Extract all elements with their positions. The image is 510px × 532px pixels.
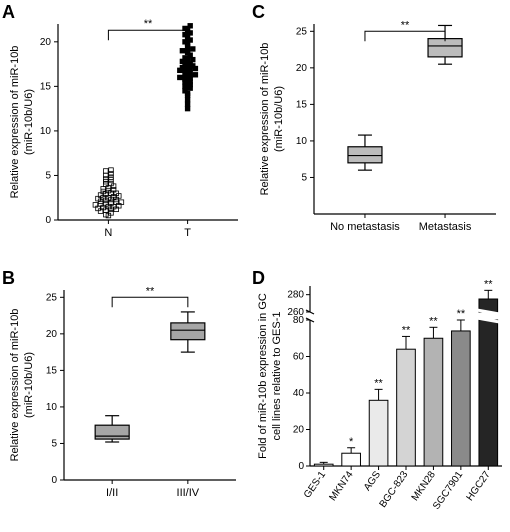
svg-text:**: **	[144, 18, 153, 30]
svg-text:*: *	[349, 436, 354, 448]
chart-d: 020406080260280Fold of miR-10b expressio…	[250, 266, 510, 532]
svg-text:25: 25	[296, 26, 308, 37]
svg-text:HGC27: HGC27	[465, 469, 493, 503]
svg-text:20: 20	[293, 425, 305, 436]
svg-text:15: 15	[46, 365, 58, 376]
panel-b-label: B	[2, 268, 15, 289]
svg-text:40: 40	[293, 388, 305, 399]
svg-text:**: **	[374, 377, 383, 389]
svg-text:**: **	[146, 285, 155, 297]
svg-text:MKN28: MKN28	[410, 469, 438, 503]
svg-text:GES-1: GES-1	[302, 469, 328, 500]
svg-text:T: T	[184, 227, 191, 239]
svg-text:AGS: AGS	[362, 469, 383, 493]
svg-text:10: 10	[296, 136, 308, 147]
svg-text:0: 0	[45, 215, 51, 226]
chart-b: 0 5 10 15 20 25 Relative expression of miR-10b…	[0, 266, 250, 532]
svg-text:20: 20	[296, 63, 308, 74]
svg-text:**: **	[402, 324, 411, 336]
svg-text:Relative expression of miR-10b: Relative expression of miR-10b	[9, 46, 21, 199]
panel-b: B 0 5 10 15 20 25 Relative expression of miR-1…	[0, 266, 250, 532]
svg-text:0: 0	[51, 475, 57, 486]
svg-text:20: 20	[40, 37, 52, 48]
svg-text:Relative expression of miR-10b: Relative expression of miR-10b	[259, 43, 271, 196]
svg-text:(miR-10b/U6): (miR-10b/U6)	[273, 86, 285, 152]
chart-c: 5 10 15 20 25 Relative expression of miR-10b(…	[250, 0, 510, 266]
svg-text:5: 5	[301, 172, 307, 183]
svg-text:BGC-823: BGC-823	[378, 469, 411, 510]
svg-text:cell lines relative to GES-1: cell lines relative to GES-1	[271, 312, 283, 441]
svg-text:260: 260	[287, 307, 304, 318]
svg-text:**: **	[484, 278, 493, 290]
svg-text:15: 15	[296, 99, 308, 110]
svg-text:No metastasis: No metastasis	[330, 221, 400, 233]
svg-text:60: 60	[293, 352, 305, 363]
svg-text:**: **	[457, 308, 466, 320]
svg-text:MKN74: MKN74	[327, 469, 355, 503]
svg-text:25: 25	[46, 292, 58, 303]
panel-d-label: D	[252, 268, 265, 289]
panel-a-label: A	[2, 2, 15, 23]
svg-text:(miR-10b/U6): (miR-10b/U6)	[23, 89, 35, 155]
svg-text:I/II: I/II	[106, 487, 118, 499]
svg-text:Fold of miR-10b expression in: Fold of miR-10b expression in GC	[257, 293, 269, 459]
svg-text:Relative expression of miR-10b: Relative expression of miR-10b	[9, 309, 21, 462]
panel-c-label: C	[252, 2, 265, 23]
chart-a: 0 5 10 15 20 Relative expression of miR-10b(m…	[0, 0, 250, 266]
svg-text:(miR-10b/U6): (miR-10b/U6)	[23, 352, 35, 418]
svg-text:**: **	[401, 19, 410, 31]
svg-text:III/IV: III/IV	[177, 487, 200, 499]
svg-text:N: N	[104, 227, 112, 239]
panel-c: C 5 10 15 20 25 Relative expression of miR-10…	[250, 0, 510, 266]
panel-a: A 0 5 10 15 20 Relative expression of miR-10b…	[0, 0, 250, 266]
svg-text:5: 5	[45, 170, 51, 181]
svg-text:0: 0	[298, 461, 304, 472]
svg-text:Metastasis: Metastasis	[419, 221, 472, 233]
svg-text:**: **	[429, 315, 438, 327]
svg-text:20: 20	[46, 329, 58, 340]
svg-text:15: 15	[40, 81, 52, 92]
panel-d: D 020406080260280Fold of miR-10b express…	[250, 266, 510, 532]
svg-text:280: 280	[287, 290, 304, 301]
svg-text:10: 10	[40, 126, 52, 137]
svg-text:10: 10	[46, 402, 58, 413]
svg-text:5: 5	[51, 438, 57, 449]
